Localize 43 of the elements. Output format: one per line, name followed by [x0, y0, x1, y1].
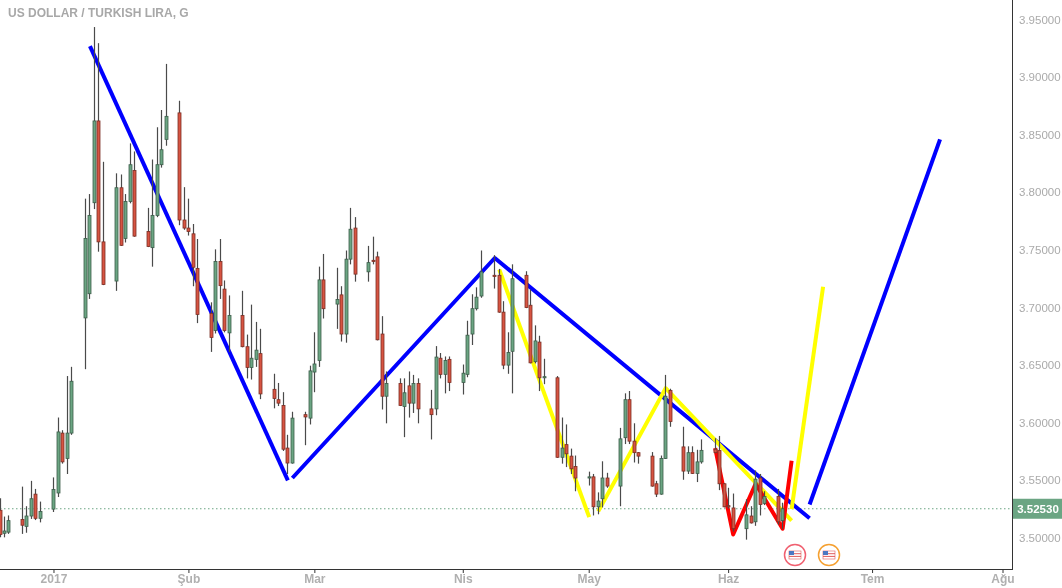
x-tick-label: Şub: [177, 572, 201, 586]
candlestick: [731, 493, 736, 532]
candlestick: [690, 446, 695, 474]
y-tick-label: 3.55000: [1019, 474, 1061, 487]
candlestick: [227, 295, 232, 352]
y-tick-label: 3.65000: [1019, 359, 1061, 372]
candlestick: [726, 487, 731, 509]
candlestick: [384, 371, 389, 424]
y-tick-label: 3.95000: [1019, 13, 1061, 26]
y-tick-label: 3.60000: [1019, 416, 1061, 429]
candlestick: [335, 267, 340, 329]
candlestick: [560, 417, 565, 464]
candlestick: [272, 373, 277, 409]
x-tick-label: Nis: [453, 572, 473, 586]
x-tick-label: Tem: [860, 572, 885, 586]
x-tick-label: Mar: [304, 572, 326, 586]
candlestick: [402, 378, 407, 438]
candlestick: [438, 353, 443, 379]
candlestick: [407, 371, 412, 418]
x-tick-label: Haz: [717, 572, 740, 586]
y-tick-label: 3.75000: [1019, 243, 1061, 256]
text: US DOLLAR / TURKISH LIRA, G: [8, 6, 189, 20]
candlestick: [686, 446, 691, 474]
candlestick: [429, 389, 434, 440]
ref-line-label: 3.52530: [1017, 502, 1059, 515]
y-tick-label: 3.90000: [1019, 71, 1061, 84]
candlestick: [447, 356, 452, 392]
candlestick: [164, 63, 169, 146]
candlestick: [2, 516, 7, 538]
candlestick: [780, 502, 785, 530]
candlestick: [366, 245, 371, 282]
y-tick-label: 3.50000: [1019, 531, 1061, 544]
candlestick: [146, 207, 151, 248]
x-tick-label: 2017: [40, 572, 68, 586]
x-tick-label: Ağu: [991, 572, 1015, 586]
candlestick: [542, 358, 547, 385]
candlestick: [20, 486, 25, 534]
y-tick-label: 3.70000: [1019, 301, 1061, 314]
candlestick: [443, 356, 448, 394]
x-tick-label: May: [577, 572, 602, 586]
y-tick-label: 3.85000: [1019, 128, 1061, 141]
candlestick: [303, 411, 308, 446]
y-tick-label: 3.80000: [1019, 186, 1061, 199]
